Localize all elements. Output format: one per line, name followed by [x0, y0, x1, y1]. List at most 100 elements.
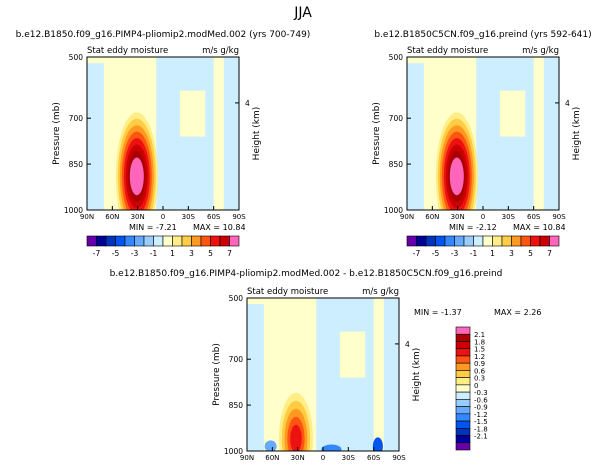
colorbar-box [455, 355, 471, 364]
plot-area [247, 298, 399, 451]
x-tick-label: 90N [80, 213, 94, 221]
colorbar-box [549, 235, 560, 247]
colorbar-box [454, 235, 465, 247]
y-axis-label: Pressure (mb) [372, 102, 382, 165]
colorbar-box [172, 235, 183, 247]
colorbar-box [520, 235, 531, 247]
colorbar-box [473, 235, 484, 247]
colorbar-label: 1.2 [474, 353, 485, 361]
y-tick-label: 850 [229, 401, 244, 410]
colorbar-box [143, 235, 154, 247]
x-tick-label: 30N [291, 454, 305, 462]
colorbar-box [435, 235, 446, 247]
colorbar-box [115, 235, 126, 247]
colorbar-box [455, 377, 471, 386]
negative-region [223, 57, 239, 210]
colorbar: 2.11.81.51.20.90.60.30-0.3-0.6-0.9-1.2-1… [455, 326, 488, 451]
x-tick-label: 0 [321, 454, 325, 462]
feature-contour-9 [451, 163, 462, 189]
colorbar-label: 7 [547, 249, 552, 258]
colorbar-label: 1 [170, 249, 175, 258]
y-tick-label: 500 [389, 53, 404, 62]
panel-title: b.e12.B1850.f09_g16.PIMP4-pliomip2.modMe… [16, 30, 311, 40]
panel-3: b.e12.B1850.f09_g16.PIMP4-pliomip2.modMe… [110, 269, 542, 462]
colorbar-label: 0.3 [474, 375, 485, 383]
panel-1: b.e12.B1850.f09_g16.PIMP4-pliomip2.modMe… [16, 30, 311, 258]
x-tick-label: 90N [240, 454, 254, 462]
negative-region [407, 63, 424, 210]
positive-region [499, 90, 526, 137]
left-subtitle: Stat eddy moisture [407, 46, 488, 56]
colorbar-box [219, 235, 230, 247]
colorbar-label: 3 [189, 249, 194, 258]
y2-axis-label: Height (km) [412, 348, 422, 402]
colorbar-label: 1.5 [474, 346, 485, 354]
colorbar-box [444, 235, 455, 247]
figure-title: JJA [293, 5, 312, 21]
y2-tick-label: 4 [405, 340, 410, 349]
min-label: MIN = -1.37 [414, 308, 462, 317]
right-subtitle: m/s g/kg [522, 46, 559, 56]
y-tick-label: 700 [389, 114, 404, 123]
colorbar-box [511, 235, 522, 247]
min-label: MIN = -7.21 [129, 223, 177, 232]
colorbar-box [455, 413, 471, 422]
colorbar-box [455, 399, 471, 407]
negative-patch [321, 444, 342, 451]
panels-layer: b.e12.B1850.f09_g16.PIMP4-pliomip2.modMe… [16, 30, 592, 462]
colorbar-label: -0.6 [474, 396, 488, 404]
y-tick-label: 1000 [224, 447, 243, 456]
y-axis-label: Pressure (mb) [52, 102, 62, 165]
negative-patch [372, 437, 383, 451]
colorbar-label: -3 [451, 249, 459, 258]
colorbar-box [124, 235, 135, 247]
panel-2: b.e12.B1850C5CN.f09_g16.preind (yrs 592-… [372, 30, 592, 258]
colorbar-label: -7 [413, 249, 421, 258]
colorbar-label: 5 [528, 249, 533, 258]
y-tick-label: 850 [389, 160, 404, 169]
colorbar-label: 2.1 [474, 331, 485, 339]
colorbar-label: -3 [131, 249, 139, 258]
colorbar: -7 -5 -3 -1 1 3 5 7 [86, 235, 240, 258]
colorbar-box [86, 235, 97, 247]
colorbar-box [455, 326, 471, 335]
y2-tick-label: 4 [565, 99, 570, 108]
y-tick-label: 700 [69, 114, 84, 123]
x-tick-label: 90S [232, 213, 246, 221]
y-tick-label: 500 [69, 53, 84, 62]
min-label: MIN = -2.12 [449, 223, 497, 232]
y-tick-label: 850 [69, 160, 84, 169]
y-tick-label: 700 [229, 355, 244, 364]
panel-title: b.e12.B1850C5CN.f09_g16.preind (yrs 592-… [374, 30, 591, 40]
colorbar-box [530, 235, 541, 247]
negative-region [87, 63, 104, 210]
x-tick-label: 90S [552, 213, 566, 221]
x-tick-label: 60S [207, 213, 221, 221]
x-tick-label: 0 [161, 213, 165, 221]
x-tick-label: 60S [527, 213, 541, 221]
colorbar-box [425, 235, 436, 247]
x-tick-label: 60N [425, 213, 439, 221]
colorbar-label: -7 [93, 249, 101, 258]
colorbar-label: -5 [112, 249, 120, 258]
colorbar-label: 5 [208, 249, 213, 258]
colorbar-label: -1.5 [474, 418, 488, 426]
colorbar-label: 0 [474, 382, 478, 390]
y2-axis-label: Height (km) [252, 107, 262, 161]
colorbar-box [162, 235, 173, 247]
y2-axis-label: Height (km) [572, 107, 582, 161]
colorbar-label: 1.8 [474, 338, 485, 346]
colorbar-box [539, 235, 550, 247]
x-tick-label: 60N [105, 213, 119, 221]
colorbar-box [463, 235, 474, 247]
max-label: MAX = 2.26 [494, 308, 541, 317]
colorbar-box [455, 442, 471, 451]
colorbar-label: -2.1 [474, 433, 488, 441]
max-label: MAX = 10.84 [513, 223, 566, 232]
colorbar-box [181, 235, 192, 247]
colorbar-label: -5 [432, 249, 440, 258]
colorbar-label: -1 [150, 249, 158, 258]
max-label: MAX = 10.84 [193, 223, 246, 232]
colorbar-box [455, 384, 471, 393]
left-subtitle: Stat eddy moisture [247, 287, 328, 297]
